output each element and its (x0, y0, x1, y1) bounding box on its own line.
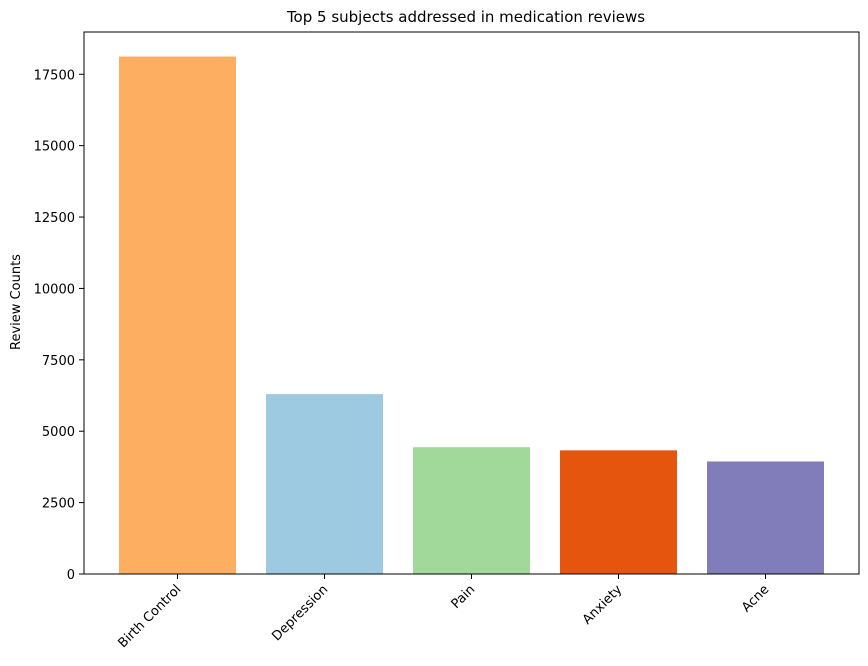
bars-group (119, 56, 824, 575)
bar-acne (707, 461, 824, 574)
y-tick-label: 5000 (42, 425, 75, 440)
x-tick-label: Birth Control (115, 582, 184, 651)
x-tick-label: Depression (269, 582, 331, 644)
bar-anxiety (560, 450, 677, 574)
x-axis-ticks: Birth Control Depression Pain Anxiety Acne (115, 574, 772, 651)
y-tick-label: 0 (67, 568, 75, 583)
y-tick-label: 2500 (42, 497, 75, 512)
x-tick-label: Acne (739, 582, 772, 615)
y-tick-label: 17500 (34, 68, 75, 83)
bar-depression (266, 394, 383, 574)
y-tick-label: 10000 (34, 282, 75, 297)
x-tick-label: Anxiety (580, 582, 626, 628)
y-axis-label: Review Counts (9, 254, 24, 350)
chart-title: Top 5 subjects addressed in medication r… (286, 8, 645, 26)
bar-pain (413, 447, 530, 574)
bar-birth-control (119, 56, 236, 575)
x-tick-label: Pain (449, 582, 479, 612)
y-axis-ticks: 0 2500 5000 7500 10000 12500 15000 17500 (34, 68, 84, 583)
y-tick-label: 12500 (34, 211, 75, 226)
y-tick-label: 15000 (34, 140, 75, 155)
plot-frame (83, 31, 860, 575)
y-tick-label: 7500 (42, 354, 75, 369)
